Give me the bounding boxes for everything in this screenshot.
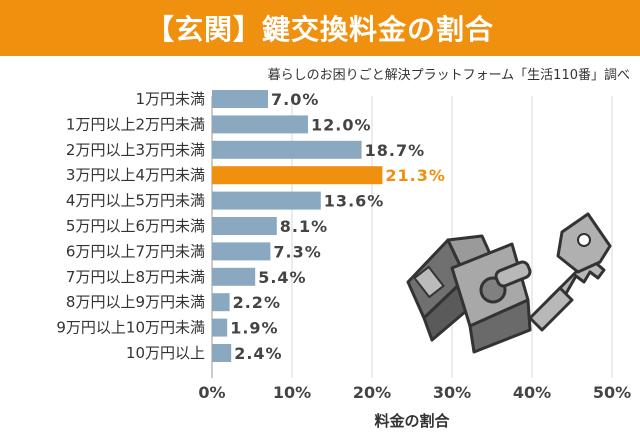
x-tick-label: 50% <box>593 383 631 402</box>
title-bar: 【玄関】鍵交換料金の割合 <box>0 0 640 56</box>
bar <box>212 293 230 312</box>
x-tick-label: 40% <box>513 383 551 402</box>
bar <box>212 242 271 261</box>
category-label: 4万円以上5万円未満 <box>66 192 205 210</box>
category-label: 8万円以上9万円未満 <box>66 293 205 311</box>
category-label: 10万円以上 <box>126 344 205 362</box>
x-tick-label: 20% <box>353 383 391 402</box>
bars <box>212 90 383 362</box>
category-label: 2万円以上3万円未満 <box>66 141 205 159</box>
value-label: 8.1% <box>280 217 328 236</box>
category-label: 1万円以上2万円未満 <box>66 115 205 133</box>
bar <box>212 90 268 108</box>
value-label: 12.0% <box>311 115 372 134</box>
x-axis-title: 料金の割合 <box>374 412 450 430</box>
bar <box>212 115 308 134</box>
bar <box>212 267 256 286</box>
category-label: 6万円以上7万円未満 <box>66 242 205 260</box>
category-label: 3万円以上4万円未満 <box>66 166 205 184</box>
category-label: 7万円以上8万円未満 <box>66 268 205 286</box>
lock-icon <box>406 234 532 354</box>
category-label: 1万円未満 <box>135 90 205 108</box>
bar <box>212 140 362 159</box>
value-label: 2.2% <box>233 293 281 312</box>
value-label: 2.4% <box>234 344 282 363</box>
value-label: 7.3% <box>273 242 321 261</box>
x-axis-ticks: 0% 10% 20% 30% 40% 50% <box>198 383 631 402</box>
chart-title: 【玄関】鍵交換料金の割合 <box>145 13 494 46</box>
bar <box>212 191 321 210</box>
bar <box>212 217 277 235</box>
category-label: 9万円以上10万円未満 <box>56 319 205 337</box>
value-label: 1.9% <box>230 319 278 338</box>
value-labels: 7.0% 12.0% 18.7% 21.3%13.6% 8.1% 7.3% 5.4% 2.2%… <box>230 90 446 363</box>
category-label: 5万円以上6万円未満 <box>66 217 205 235</box>
x-tick-label: 30% <box>433 383 471 402</box>
value-label: 13.6% <box>324 192 385 211</box>
category-labels: 1万円未満 1万円以上2万円未満 2万円以上3万円未満 3万円以上4万円未満 4万円以上… <box>56 90 205 362</box>
value-label: 18.7% <box>365 141 426 160</box>
key-icon <box>528 212 612 332</box>
value-label: 5.4% <box>258 268 306 287</box>
key-and-lock-illustration <box>406 212 612 354</box>
x-tick-label: 0% <box>198 383 225 402</box>
source-note: 暮らしのお困りごと解決プラットフォーム「生活110番」調べ <box>267 68 630 83</box>
bar <box>212 344 232 362</box>
value-label: 21.3% <box>385 166 446 185</box>
bar <box>212 318 228 337</box>
bar <box>212 166 383 185</box>
value-label: 7.0% <box>271 90 319 109</box>
x-tick-label: 10% <box>273 383 311 402</box>
